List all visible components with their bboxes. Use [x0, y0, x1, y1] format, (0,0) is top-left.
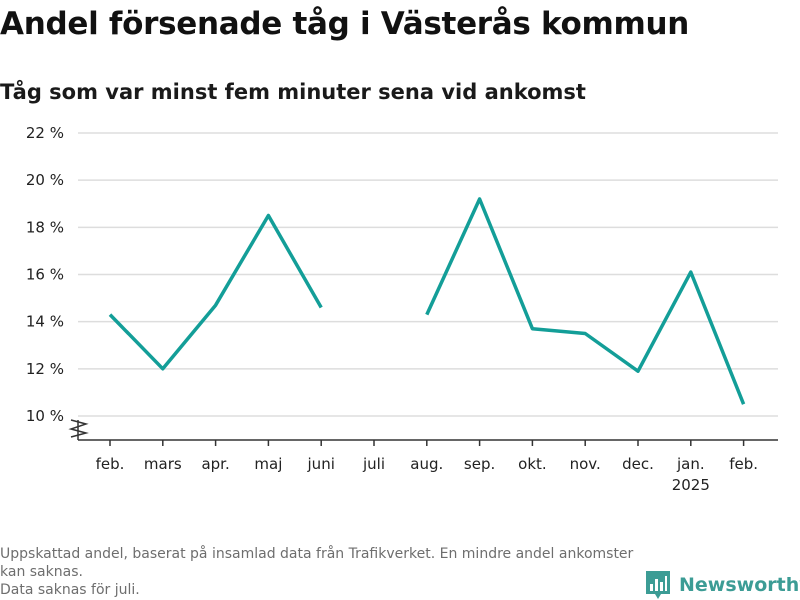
series-line	[108, 197, 746, 405]
x-tick-label: nov.	[570, 455, 601, 473]
y-axis: 10 % 12 % 14 % 16 % 18 % 20 % 22 %	[26, 124, 89, 440]
x-tick-label: feb.	[729, 455, 758, 473]
grid-lines	[78, 132, 778, 417]
x-tick-label: mars	[144, 455, 182, 473]
brand-name: Newsworthy	[679, 574, 800, 596]
x-tick-label: juni	[307, 455, 335, 473]
x-axis: feb. mars apr. maj juni juli aug. sep. okt. nov. d…	[78, 439, 778, 494]
y-tick-label: 16 %	[26, 266, 64, 284]
x-tick-label: aug.	[410, 455, 443, 473]
x-tick-label: okt.	[518, 455, 547, 473]
chart-subtitle: Tåg som var minst fem minuter sena vid a…	[0, 80, 586, 104]
x-tick-label: dec.	[622, 455, 654, 473]
y-axis-break-icon	[68, 419, 89, 438]
x-tick-label: sep.	[464, 455, 495, 473]
y-tick-label: 18 %	[26, 218, 64, 236]
footnote: Uppskattad andel, baserat på insamlad da…	[0, 545, 640, 599]
series-line-segment	[425, 197, 746, 405]
y-tick-label: 12 %	[26, 360, 64, 378]
y-tick-label: 22 %	[26, 124, 64, 142]
x-tick-label: jan.	[676, 455, 705, 473]
y-tick-label: 14 %	[26, 313, 64, 331]
y-tick-label: 10 %	[26, 407, 64, 425]
chart-title: Andel försenade tåg i Västerås kommun	[0, 6, 690, 42]
x-tick-label: feb.	[96, 455, 125, 473]
footnote-missing-data: Data saknas för juli.	[0, 582, 140, 598]
x-tick-label: maj	[254, 455, 282, 473]
x-tick-label: juli	[362, 455, 385, 473]
brand-logo[interactable]: Newsworthy	[645, 570, 800, 600]
y-tick-label: 20 %	[26, 171, 64, 189]
x-tick-sublabel: 2025	[672, 476, 710, 494]
bar-chart-logo-icon	[646, 571, 670, 599]
series-line-segment	[108, 213, 323, 371]
footnote-source: Uppskattad andel, baserat på insamlad da…	[0, 546, 634, 580]
x-tick-label: apr.	[201, 455, 229, 473]
